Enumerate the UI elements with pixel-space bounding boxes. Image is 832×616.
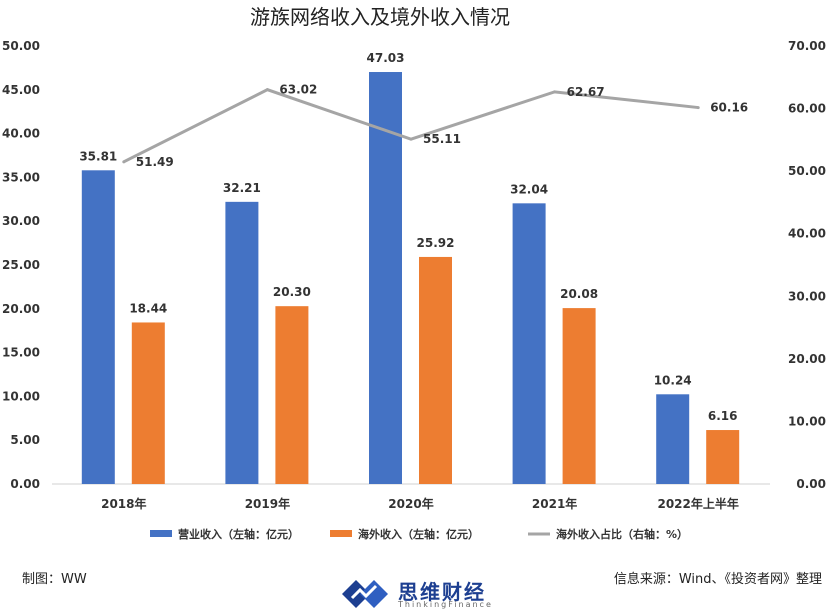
- logo-name: 思维财经: [398, 580, 486, 604]
- y-left-tick-label: 0.00: [10, 477, 40, 491]
- line-point: [409, 137, 413, 141]
- source-text: 信息来源：Wind、《投资者网》整理: [613, 572, 822, 587]
- bar-revenue: [81, 170, 115, 485]
- bar-data-label: 32.04: [510, 182, 548, 196]
- y-left-tick-label: 15.00: [2, 346, 40, 360]
- y-right-tick-label: 30.00: [788, 289, 826, 303]
- line-point: [553, 90, 557, 94]
- y-right-tick-label: 40.00: [788, 227, 826, 241]
- line-point: [122, 160, 126, 164]
- line-data-label: 62.67: [567, 85, 605, 99]
- x-tick-label: 2018年: [101, 496, 146, 511]
- logo-sub-text: ThinkingFinance: [398, 600, 493, 609]
- bar-data-label: 20.30: [273, 285, 311, 299]
- y-right-tick-label: 60.00: [788, 102, 826, 116]
- bar-revenue: [656, 394, 690, 484]
- y-right-tick-label: 10.00: [788, 414, 826, 428]
- legend-label: 海外收入（左轴：亿元）: [358, 527, 479, 541]
- bar-data-label: 18.44: [129, 301, 167, 315]
- bar-overseas: [131, 322, 165, 484]
- logo-subtitle: ThinkingFinance: [398, 600, 493, 609]
- line-data-label: 55.11: [423, 132, 461, 146]
- y-left-tick-label: 35.00: [2, 170, 40, 184]
- bar-data-label: 10.24: [654, 373, 692, 387]
- bar-overseas: [275, 306, 309, 484]
- bar-overseas: [706, 430, 740, 484]
- line-overseas-share: [123, 88, 699, 164]
- x-tick-label: 2021年: [532, 496, 577, 511]
- line-point: [265, 88, 269, 92]
- bar-data-label: 6.16: [708, 409, 738, 423]
- line-data-label: 51.49: [136, 155, 174, 169]
- chart-title: 游族网络收入及境外收入情况: [250, 5, 510, 29]
- y-right-tick-label: 70.00: [788, 39, 826, 53]
- legend-label: 海外收入占比（右轴：%）: [556, 527, 688, 541]
- y-left-tick-label: 40.00: [2, 127, 40, 141]
- bar-data-label: 32.21: [223, 181, 261, 195]
- line-point: [696, 106, 700, 110]
- bar-data-label: 35.81: [79, 149, 117, 163]
- y-left-tick-label: 45.00: [2, 83, 40, 97]
- line-data-label: 60.16: [710, 101, 748, 115]
- y-right-tick-label: 50.00: [788, 164, 826, 178]
- bar-overseas: [562, 308, 596, 484]
- logo-mark-icon: [342, 580, 388, 608]
- bar-revenue: [512, 203, 546, 485]
- bar-revenue: [369, 72, 402, 484]
- y-left-tick-label: 5.00: [10, 433, 40, 447]
- bar-data-label: 47.03: [367, 51, 405, 65]
- bar-revenue: [225, 201, 259, 484]
- x-tick-label: 2020年: [388, 496, 433, 511]
- y-left-tick-label: 10.00: [2, 389, 40, 403]
- bar-data-label: 20.08: [560, 287, 598, 301]
- line-data-label: 63.02: [279, 83, 317, 97]
- x-tick-label: 2019年: [245, 496, 290, 511]
- y-left-tick-label: 25.00: [2, 258, 40, 272]
- y-left-tick-label: 30.00: [2, 214, 40, 228]
- x-tick-label: 2022年上半年: [657, 496, 738, 511]
- bar-overseas: [419, 256, 452, 484]
- chart: 游族网络收入及境外收入情况 0.00 5.00 10.00 15.00 20.00 25.0…: [2, 5, 826, 541]
- y-left-tick-label: 20.00: [2, 302, 40, 316]
- legend-swatch: [330, 530, 352, 537]
- legend-label: 营业收入（左轴：亿元）: [178, 527, 299, 541]
- y-right-tick-label: 0.00: [796, 477, 826, 491]
- logo: 思维财经 ThinkingFinance: [338, 576, 508, 612]
- bar-data-label: 25.92: [417, 236, 455, 250]
- legend-swatch: [150, 530, 172, 537]
- credit-text: 制图：WW: [22, 572, 87, 587]
- y-right-tick-label: 20.00: [788, 352, 826, 366]
- y-left-tick-label: 50.00: [2, 39, 40, 53]
